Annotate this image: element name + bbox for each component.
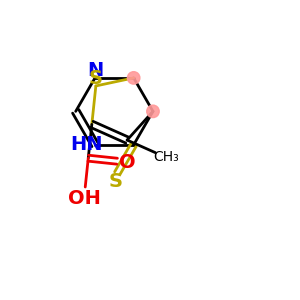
Text: HN: HN <box>70 135 102 154</box>
Text: CH₃: CH₃ <box>153 151 179 164</box>
Circle shape <box>147 105 159 118</box>
Circle shape <box>128 72 140 84</box>
Text: N: N <box>87 61 103 80</box>
Text: OH: OH <box>68 189 100 208</box>
Text: O: O <box>119 153 136 172</box>
Text: S: S <box>89 69 103 88</box>
Text: S: S <box>109 172 123 191</box>
